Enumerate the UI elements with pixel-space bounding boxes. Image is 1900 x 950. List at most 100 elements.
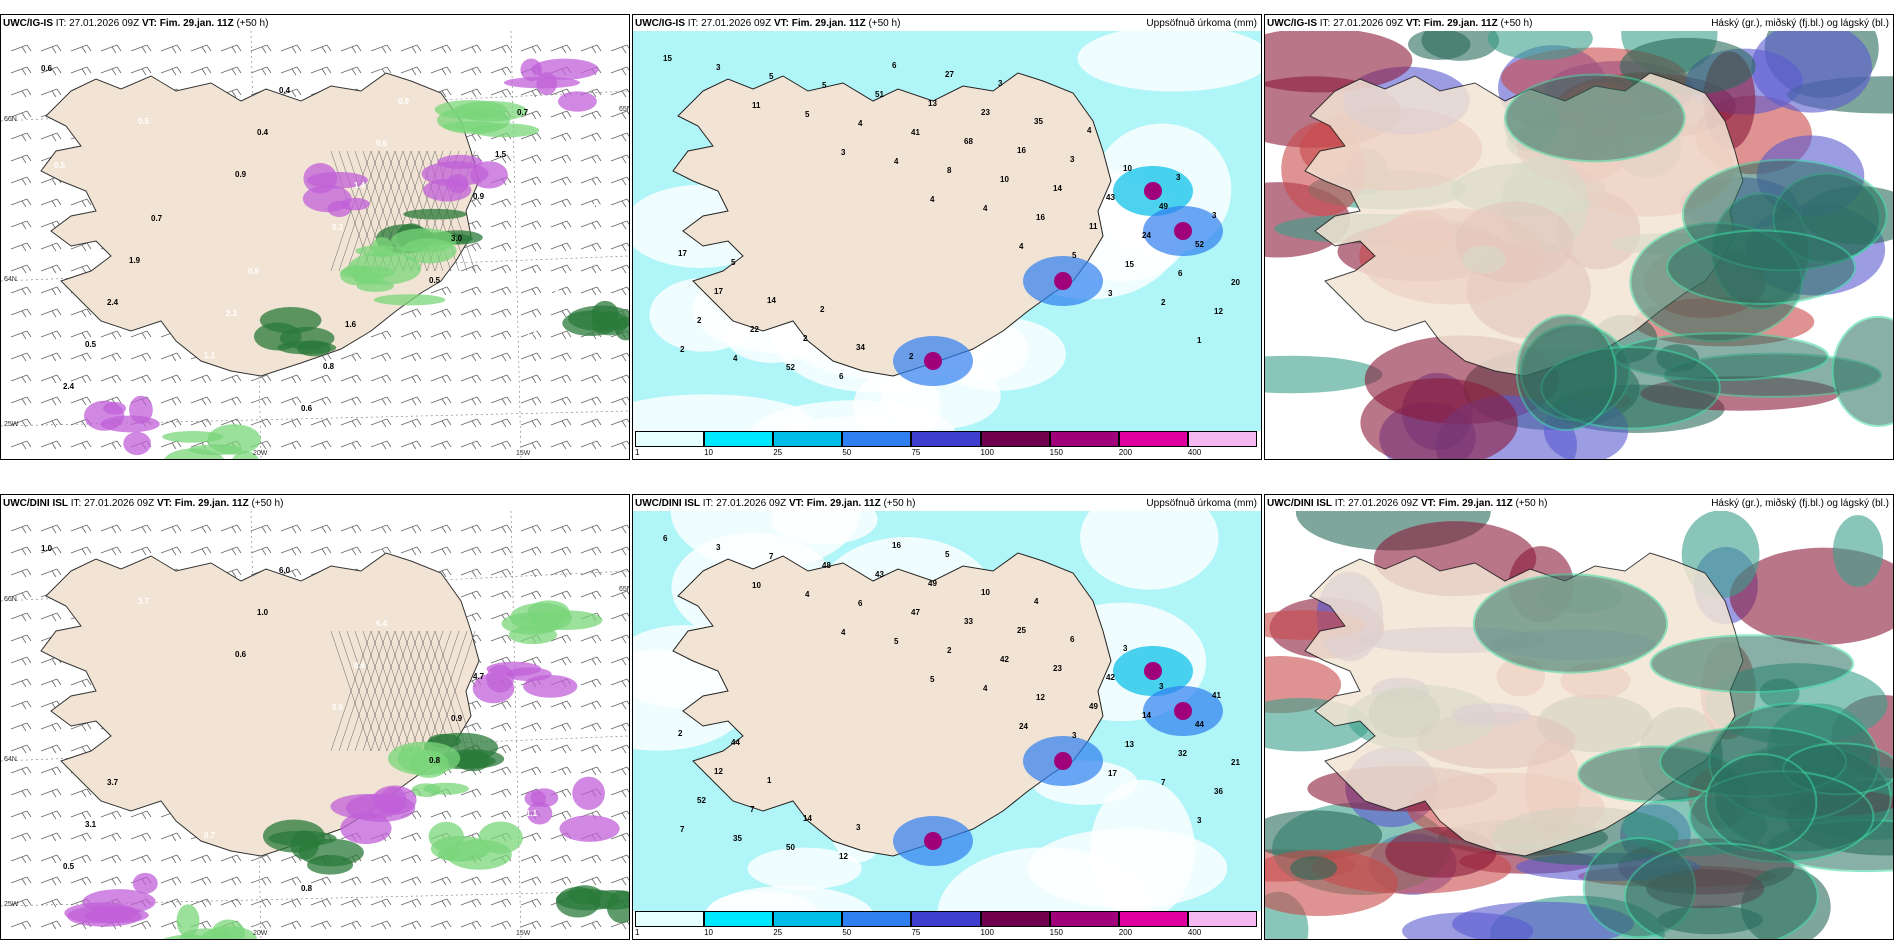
map-area: 1.0 3.7 0.6 0.9 0.8 1.1 0.5 0.7 1.0 0.6 0.9 2.7 3.1 6…: [1, 511, 629, 939]
accum-value-label: 52: [697, 796, 706, 805]
accum-value-label: 42: [1000, 655, 1009, 664]
accum-value-label: 23: [981, 108, 990, 117]
accum-value-label: 6: [1178, 269, 1183, 278]
precip-value-label: 0.4: [257, 128, 269, 137]
legend-label: 150: [1049, 928, 1064, 937]
precip-value-label: 3.1: [570, 725, 582, 734]
legend-swatch: [1049, 911, 1119, 927]
legend-label: 1: [635, 448, 640, 457]
accum-value-label: 3: [998, 79, 1003, 88]
precip-value-label: 2.3: [226, 309, 238, 318]
precip-value-label: 1.6: [345, 320, 357, 329]
axis-tick-label: 15W: [516, 450, 531, 457]
accum-value-label: 17: [1108, 769, 1117, 778]
accum-value-label: 11: [1089, 222, 1098, 231]
legend-swatch: [1187, 911, 1257, 927]
precip-value-label: 0.7: [160, 555, 172, 564]
accum-value-label: 4: [1019, 242, 1024, 251]
legend-swatch: [704, 431, 774, 447]
high-cloud-overlay: [1504, 73, 1893, 431]
legend-label: 10: [704, 448, 714, 457]
vt-label: VT:: [1420, 498, 1436, 509]
accum-value-label: 3: [716, 543, 721, 552]
precip-value-label: 2.4: [107, 298, 119, 307]
accum-value-label: 44: [1195, 720, 1204, 729]
panel-subtitle: Háský (gr.), miðský (fj.bl.) og lágský (…: [1711, 498, 1889, 509]
it-label: IT:: [1319, 18, 1331, 29]
accum-value-label: 44: [731, 738, 740, 747]
map-svg: 1.0 3.7 0.6 0.9 0.8 1.1 0.5 0.7 1.0 0.6 0.9 2.7 3.1 6…: [1, 511, 629, 939]
map-area: [1265, 511, 1893, 939]
precip-value-label: 1.1: [204, 351, 216, 360]
model-name: UWC/IG-IS: [635, 18, 685, 29]
precip-value-label: 2.4: [63, 382, 75, 391]
accum-value-label: 4: [805, 590, 810, 599]
accum-value-label: 4: [983, 684, 988, 693]
legend-swatch: [773, 911, 843, 927]
legend-label: 100: [980, 448, 994, 457]
accum-value-label: 3: [1197, 816, 1202, 825]
precip-value-label: 6.3: [182, 873, 194, 882]
accum-value-label: 21: [1231, 758, 1240, 767]
model-name: UWC/IG-IS: [3, 18, 53, 29]
vt-label: VT:: [156, 498, 172, 509]
accum-value-label: 3: [1108, 289, 1113, 298]
precip-value-label: 1.5: [495, 150, 507, 159]
accum-value-label: 17: [678, 249, 687, 258]
accum-value-label: 1: [1197, 336, 1202, 345]
accum-value-label: 2: [820, 305, 825, 314]
panel-dini-cloud: UWC/DINI ISL IT: 27.01.2026 09Z VT: Fim.…: [1264, 494, 1894, 940]
accum-value-label: 25: [1017, 626, 1026, 635]
accum-value-label: 42: [1106, 673, 1115, 682]
accum-value-label: 4: [930, 195, 935, 204]
precip-value-label: 0.9: [235, 170, 247, 179]
iceland-land: [40, 72, 480, 377]
it-label: IT:: [702, 498, 714, 509]
precip-value-label: 0.7: [204, 831, 216, 840]
precip-value-label: 1.4: [354, 181, 366, 190]
precip-value-label: 0.6: [376, 139, 388, 148]
accum-value-label: 35: [1034, 117, 1043, 126]
axis-tick-label: 20W: [253, 930, 268, 937]
precip-value-label: 1.0: [257, 608, 269, 617]
accum-value-label: 22: [750, 325, 759, 334]
color-legend: 1 10 25 50 75 100 150 200 400: [633, 911, 1261, 939]
accum-value-label: 3: [856, 823, 861, 832]
accum-value-label: 7: [680, 825, 685, 834]
accum-value-label: 5: [769, 72, 774, 81]
model-name: UWC/DINI ISL: [635, 498, 700, 509]
precip-value-label: 1.7: [182, 393, 194, 402]
precip-value-label: 1.9: [129, 256, 141, 265]
accum-value-label: 33: [964, 617, 973, 626]
accum-value-label: 3: [1212, 211, 1217, 220]
accum-value-label: 13: [928, 99, 937, 108]
accum-value-label: 6: [1070, 635, 1075, 644]
legend-swatch: [842, 431, 912, 447]
precip-shading: [84, 58, 629, 459]
accum-value-label: 5: [930, 675, 935, 684]
legend-label: 75: [911, 928, 921, 937]
vt-label: VT:: [788, 498, 804, 509]
legend-swatch: [704, 911, 774, 927]
init-time: 27.01.2026 09Z: [1333, 18, 1404, 29]
panel-ig-cloud: UWC/IG-IS IT: 27.01.2026 09Z VT: Fim. 29…: [1264, 14, 1894, 460]
precip-value-label: 0.9: [398, 97, 410, 106]
precip-value-label: 0.4: [279, 86, 291, 95]
accum-value-label: 13: [1125, 740, 1134, 749]
accum-value-label: 3: [841, 148, 846, 157]
legend-label: 150: [1049, 448, 1064, 457]
precip-value-label: 0.7: [517, 108, 529, 117]
accum-value-label: 2: [697, 316, 702, 325]
map-svg: [1265, 31, 1893, 459]
precip-value-label: 1.0: [41, 544, 53, 553]
panel-dini-accum: UWC/DINI ISL IT: 27.01.2026 09Z VT: Fim.…: [632, 494, 1262, 940]
precip-value-label: 4.7: [473, 672, 485, 681]
legend-label: 25: [773, 928, 783, 937]
accum-value-label: 2: [678, 729, 683, 738]
accum-value-label: 23: [1053, 664, 1062, 673]
precip-value-label: 3.7: [107, 778, 119, 787]
accum-value-label: 1: [767, 776, 772, 785]
accum-value-label: 4: [858, 119, 863, 128]
accum-value-label: 50: [786, 843, 795, 852]
vt-label: VT:: [1405, 18, 1421, 29]
